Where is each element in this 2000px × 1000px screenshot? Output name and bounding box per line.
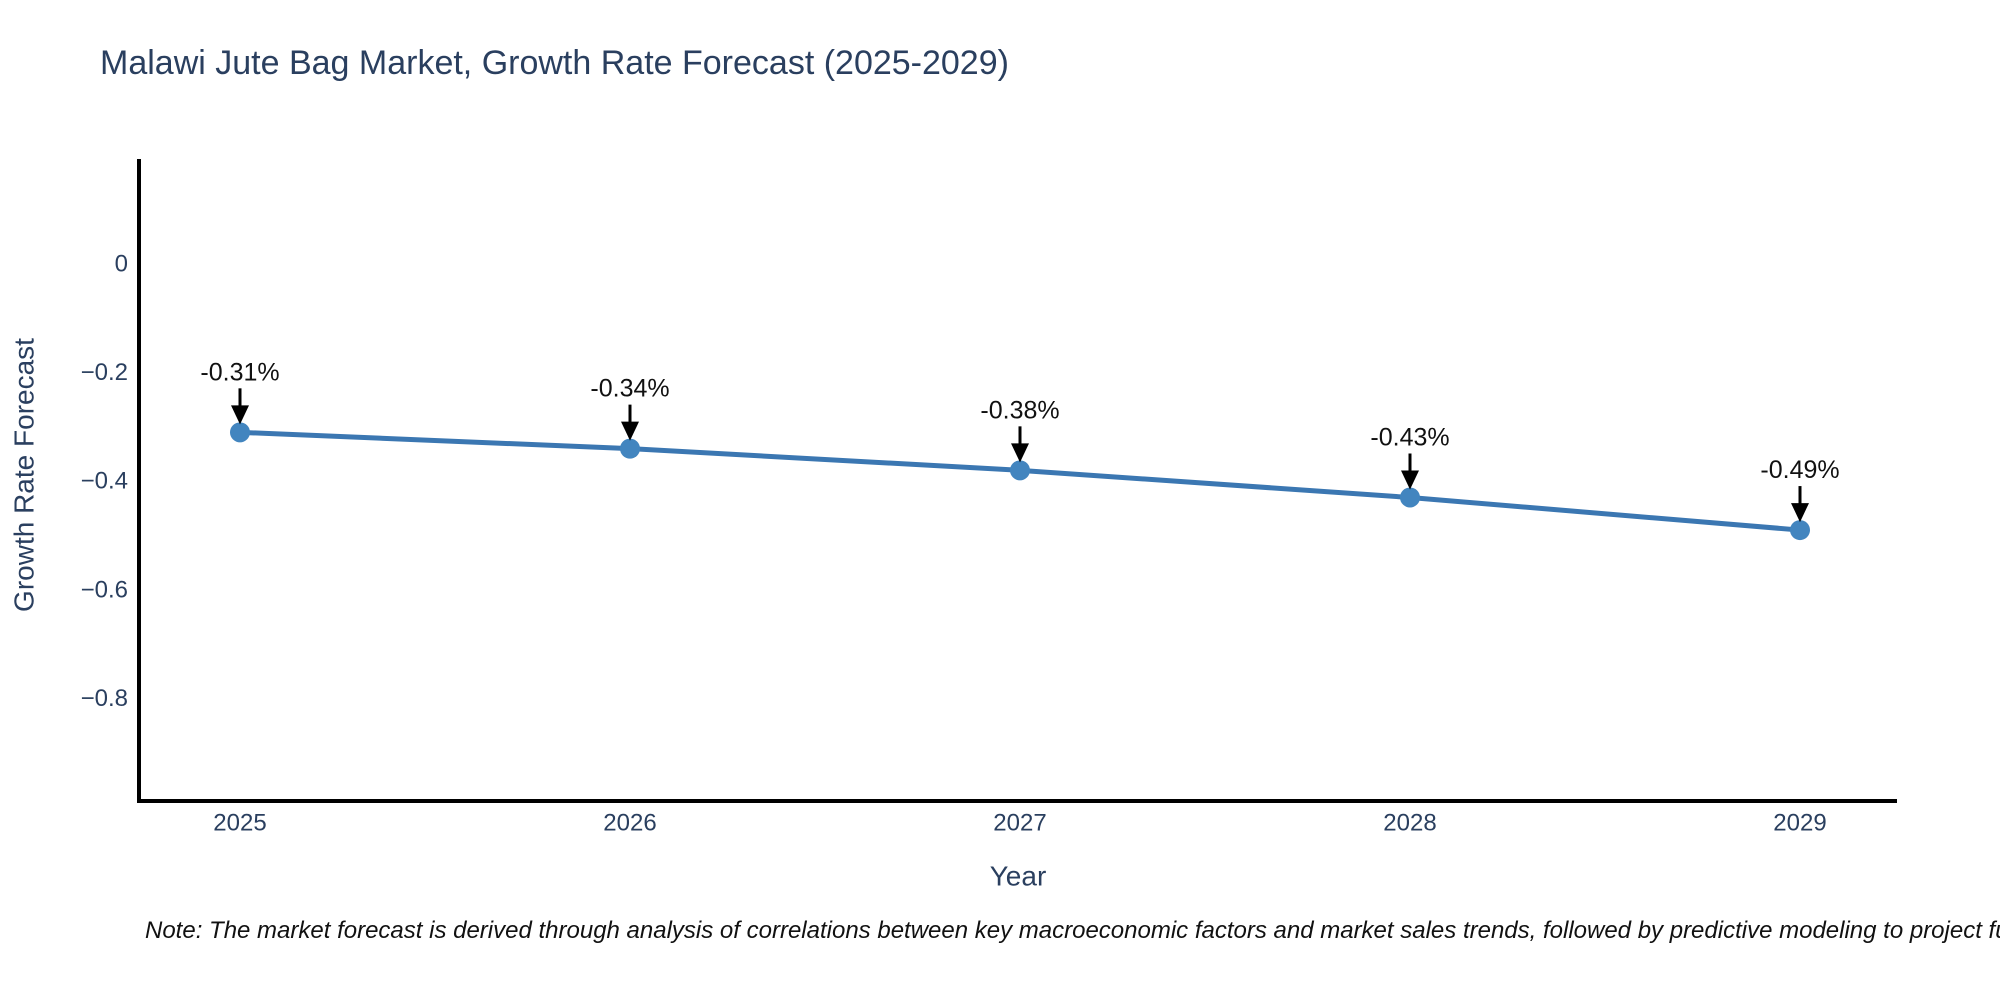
annotation-arrowhead — [1401, 470, 1419, 490]
point-annotation: -0.34% — [590, 375, 669, 403]
chart-title: Malawi Jute Bag Market, Growth Rate Fore… — [100, 44, 1009, 82]
y-tick-label: −0.8 — [81, 685, 128, 712]
data-point-2027[interactable] — [1010, 460, 1030, 481]
data-point-2028[interactable] — [1400, 487, 1420, 508]
x-axis-title: Year — [990, 861, 1047, 892]
annotation-arrowhead — [231, 405, 249, 425]
y-tick-label: 0 — [115, 251, 128, 278]
x-tick-label: 2026 — [603, 810, 656, 837]
footnote: Note: The market forecast is derived thr… — [145, 917, 2000, 944]
annotation-arrowhead — [621, 421, 639, 441]
annotation-arrowhead — [1791, 503, 1809, 523]
point-annotation: -0.49% — [1760, 456, 1839, 484]
y-axis-title: Growth Rate Forecast — [9, 338, 40, 612]
data-point-2029[interactable] — [1790, 520, 1810, 541]
annotation-arrowhead — [1011, 443, 1029, 463]
y-tick-label: −0.4 — [81, 468, 128, 495]
point-annotation: -0.31% — [200, 358, 279, 386]
x-tick-label: 2027 — [993, 810, 1046, 837]
x-tick-label: 2028 — [1383, 810, 1436, 837]
data-point-2025[interactable] — [230, 422, 250, 443]
plot-area: 0 −0.2 −0.4 −0.6 −0.8 2025 2026 2027 2028 2029 -0.… — [81, 251, 1840, 837]
point-annotation: -0.43% — [1370, 423, 1449, 451]
data-point-2026[interactable] — [620, 438, 640, 459]
x-tick-label: 2025 — [213, 810, 266, 837]
point-annotation: -0.38% — [980, 396, 1059, 424]
y-tick-label: −0.6 — [81, 576, 128, 603]
x-tick-label: 2029 — [1773, 810, 1826, 837]
y-tick-label: −0.2 — [81, 359, 128, 386]
